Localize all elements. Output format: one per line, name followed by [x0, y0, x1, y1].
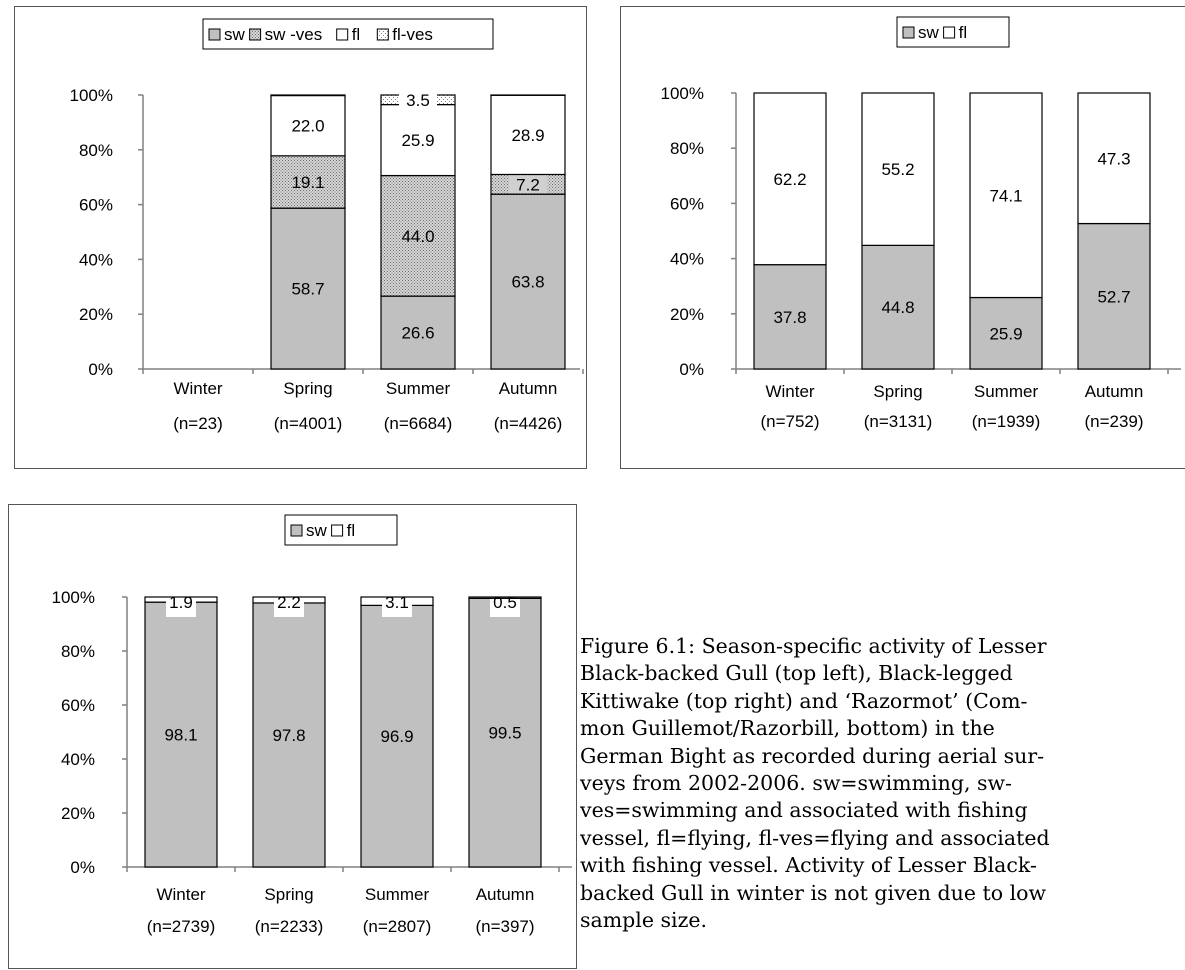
x-tick-label: Spring: [264, 885, 313, 904]
data-label: 2.2: [277, 593, 301, 612]
data-label: 26.6: [401, 324, 434, 343]
x-tick-label: (n=3131): [864, 412, 933, 431]
data-label: 99.5: [488, 724, 521, 743]
x-tick-label: (n=6684): [384, 414, 453, 433]
x-tick-label: Summer: [974, 382, 1039, 401]
x-tick-label: Autumn: [476, 885, 535, 904]
y-tick-label: 40%: [79, 250, 113, 269]
y-tick-label: 80%: [79, 141, 113, 160]
chart-svg-tl: sw sw -ves fl fl-ves 0% 20% 40% 60% 80% 100% Winte…: [15, 7, 588, 470]
data-label: 47.3: [1097, 149, 1130, 168]
data-label: 55.2: [881, 160, 914, 179]
y-axis: 0% 20% 40% 60% 80% 100%: [52, 588, 127, 877]
legend-label: sw: [918, 23, 940, 42]
x-tick-label: (n=4001): [274, 414, 343, 433]
x-tick-label: Winter: [156, 885, 205, 904]
data-label: 7.2: [516, 175, 540, 194]
y-tick-label: 0%: [679, 360, 704, 379]
data-label: 3.1: [385, 593, 409, 612]
y-tick-label: 0%: [88, 360, 113, 379]
y-tick-label: 100%: [70, 86, 113, 105]
x-tick-label: Spring: [283, 379, 332, 398]
legend-swatch-sw: [903, 27, 914, 38]
x-tick-label: (n=2233): [255, 917, 324, 936]
x-tick-label: (n=1939): [972, 412, 1041, 431]
legend-swatch-fl-ves: [377, 29, 388, 40]
data-label: 3.5: [406, 91, 430, 110]
data-label: 44.0: [401, 227, 434, 246]
y-tick-label: 40%: [670, 250, 704, 269]
y-axis: 0% 20% 40% 60% 80% 100%: [661, 84, 736, 379]
y-tick-label: 60%: [61, 696, 95, 715]
x-tick-label: Autumn: [499, 379, 558, 398]
data-label: 62.2: [773, 170, 806, 189]
data-label: 1.9: [169, 593, 193, 612]
x-tick-label: Winter: [173, 379, 222, 398]
data-label: 52.7: [1097, 287, 1130, 306]
legend-swatch-sw: [209, 29, 220, 40]
data-label: 25.9: [401, 131, 434, 150]
x-tick-label: Summer: [365, 885, 430, 904]
data-label: 63.8: [511, 273, 544, 292]
data-label: 74.1: [989, 186, 1022, 205]
legend-swatch-sw: [291, 525, 302, 536]
chart-lesser-black-backed-gull: sw sw -ves fl fl-ves 0% 20% 40% 60% 80% 100% Winte…: [14, 6, 587, 469]
x-tick-label: Winter: [765, 382, 814, 401]
legend-label: sw -ves: [265, 25, 323, 44]
data-label: 96.9: [380, 727, 413, 746]
legend: sw sw -ves fl fl-ves: [203, 19, 493, 49]
y-tick-label: 60%: [670, 194, 704, 213]
y-tick-label: 20%: [79, 305, 113, 324]
x-tick-label: (n=2739): [147, 917, 216, 936]
data-label: 37.8: [773, 308, 806, 327]
y-tick-label: 100%: [52, 588, 95, 607]
x-tick-label: Autumn: [1085, 382, 1144, 401]
data-label: 22.0: [291, 117, 324, 136]
legend-swatch-fl: [944, 27, 955, 38]
data-label: 44.8: [881, 298, 914, 317]
x-tick-label: (n=2807): [363, 917, 432, 936]
data-label: 58.7: [291, 280, 324, 299]
x-tick-label: (n=752): [760, 412, 819, 431]
x-tick-label: (n=239): [1084, 412, 1143, 431]
legend-swatch-sw-ves: [250, 29, 261, 40]
y-tick-label: 40%: [61, 750, 95, 769]
data-label: 25.9: [989, 324, 1022, 343]
x-tick-label: (n=397): [475, 917, 534, 936]
data-label: 28.9: [511, 126, 544, 145]
x-tick-label: Spring: [873, 382, 922, 401]
y-tick-label: 20%: [61, 804, 95, 823]
data-label: 98.1: [164, 726, 197, 745]
bar-fl-ves-1: [271, 95, 345, 96]
y-axis: 0% 20% 40% 60% 80% 100%: [70, 86, 143, 379]
x-tick-label: (n=4426): [494, 414, 563, 433]
y-tick-label: 60%: [79, 196, 113, 215]
legend-label: fl: [347, 521, 356, 540]
legend-swatch-fl: [337, 29, 348, 40]
figure-caption: Figure 6.1: Season-specific activity of …: [580, 633, 1185, 934]
data-label: 19.1: [291, 173, 324, 192]
legend-label: sw: [224, 25, 246, 44]
x-tick-label: (n=23): [173, 414, 223, 433]
y-tick-label: 20%: [670, 305, 704, 324]
legend-label: fl-ves: [392, 25, 433, 44]
y-tick-label: 100%: [661, 84, 704, 103]
data-label: 97.8: [272, 726, 305, 745]
y-tick-label: 80%: [670, 139, 704, 158]
data-label: 0.5: [493, 593, 517, 612]
legend-label: fl: [959, 23, 968, 42]
legend-label: fl: [352, 25, 361, 44]
y-tick-label: 0%: [70, 858, 95, 877]
legend-swatch-fl: [332, 525, 343, 536]
y-tick-label: 80%: [61, 642, 95, 661]
x-tick-label: Summer: [386, 379, 451, 398]
legend-label: sw: [306, 521, 328, 540]
